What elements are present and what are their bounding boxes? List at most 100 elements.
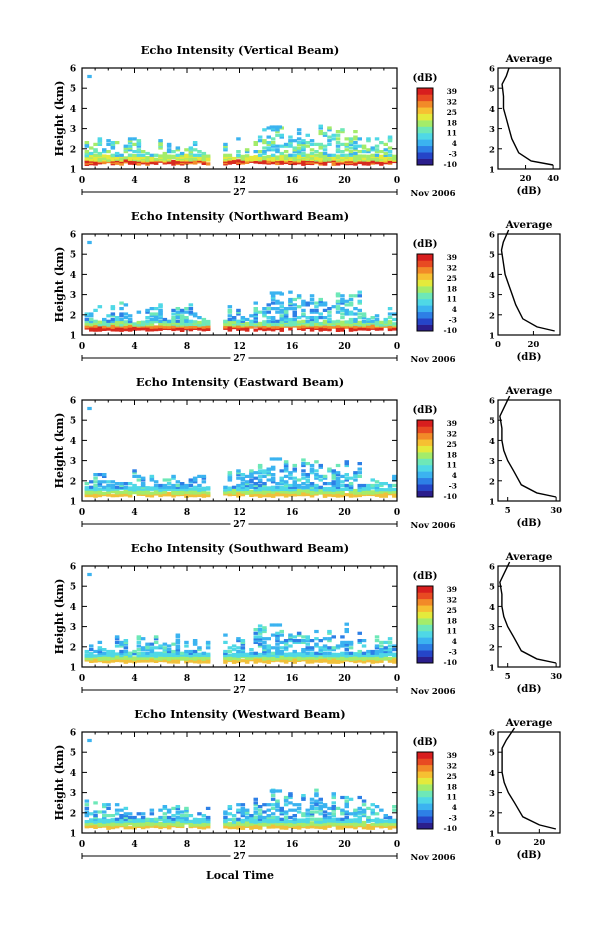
echo-cell	[318, 812, 323, 816]
echo-cell	[383, 151, 388, 156]
echo-cell	[335, 324, 341, 328]
y-axis-label: Height (km)	[53, 247, 66, 323]
echo-cell	[114, 153, 120, 157]
colorbar-step	[417, 764, 433, 772]
echo-cell	[370, 153, 375, 157]
echo-cell	[179, 482, 185, 486]
echo-cell	[149, 812, 155, 816]
echo-cell	[270, 319, 276, 323]
echo-cell	[84, 799, 90, 803]
colorbar-step	[417, 637, 433, 645]
echo-cell	[322, 825, 328, 829]
echo-cell	[175, 651, 181, 655]
echo-cell	[383, 652, 388, 656]
colorbar-step	[417, 784, 433, 791]
date-label: 27	[233, 686, 246, 696]
echo-cell	[288, 135, 293, 139]
echo-cell	[348, 797, 354, 801]
echo-cell	[335, 806, 341, 810]
echo-cell	[340, 812, 345, 816]
echo-cell	[262, 646, 267, 650]
echo-cell	[227, 818, 233, 822]
echo-cell	[387, 818, 393, 822]
echo-cell	[93, 153, 98, 157]
echo-cell	[288, 144, 293, 148]
echo-cell	[257, 474, 263, 478]
echo-cell	[266, 135, 271, 139]
echo-cell	[84, 814, 90, 818]
echo-cell	[136, 648, 142, 652]
echo-cell	[184, 644, 189, 648]
echo-cell	[288, 635, 293, 639]
echo-cell	[340, 130, 345, 134]
x-tick-label: 4	[131, 342, 137, 352]
echo-cell	[231, 159, 237, 163]
colorbar-tick-label: 32	[447, 761, 457, 770]
echo-cell	[266, 467, 271, 471]
echo-cell	[223, 485, 228, 489]
echo-cell	[136, 153, 142, 157]
echo-cell	[309, 482, 315, 486]
echo-cell	[179, 151, 185, 156]
echo-cell	[392, 476, 397, 480]
echo-cell	[357, 652, 362, 656]
x-tick-label: 0	[394, 176, 400, 186]
echo-cell	[253, 301, 258, 305]
echo-cell	[270, 812, 276, 816]
echo-cell	[192, 480, 198, 484]
echo-cell	[314, 629, 319, 634]
echo-cell	[296, 631, 302, 635]
echo-cell	[266, 492, 271, 496]
echo-cell	[158, 646, 163, 650]
echo-cell	[240, 659, 246, 663]
echo-cell	[162, 483, 168, 488]
echo-cell	[275, 150, 280, 154]
echo-cell	[188, 146, 194, 150]
echo-cell	[270, 465, 276, 469]
echo-cell	[340, 819, 345, 824]
echo-cell	[145, 156, 150, 160]
echo-cell	[266, 648, 271, 652]
echo-cell	[301, 485, 306, 489]
echo-cell	[344, 486, 349, 490]
echo-cell	[277, 789, 283, 793]
echo-cell	[327, 139, 332, 143]
average-frame	[497, 233, 561, 336]
echo-cell	[283, 818, 289, 822]
echo-cell	[97, 142, 103, 146]
echo-cell	[322, 818, 328, 822]
echo-cell	[84, 317, 90, 322]
echo-cell	[262, 660, 267, 664]
echo-cell	[283, 799, 289, 803]
echo-cell	[335, 319, 341, 323]
echo-cell	[171, 483, 176, 488]
echo-cell	[269, 291, 275, 295]
colorbar-step	[417, 126, 433, 134]
colorbar-step	[417, 132, 433, 140]
echo-cell	[301, 303, 306, 307]
echo-cell	[314, 310, 319, 314]
echo-cell	[392, 154, 397, 158]
echo-cell	[370, 651, 375, 655]
echo-cell	[383, 815, 388, 820]
echo-cell	[127, 144, 133, 148]
echo-cell	[236, 310, 241, 314]
echo-cell	[314, 153, 319, 157]
echo-cell	[348, 312, 354, 316]
echo-cell	[192, 823, 198, 827]
colorbar-frame	[416, 585, 434, 664]
echo-cell	[270, 473, 276, 477]
echo-cell	[123, 485, 129, 489]
echo-cell	[361, 483, 367, 488]
echo-cell	[93, 476, 98, 480]
echo-cell	[89, 818, 94, 822]
colorbar-step	[417, 158, 433, 166]
echo-cells	[84, 240, 397, 332]
echo-cell	[301, 476, 306, 480]
echo-cell	[292, 463, 297, 468]
echo-cell	[175, 485, 181, 489]
x-tick-label: 0	[79, 342, 85, 352]
echo-cell	[357, 639, 362, 643]
echo-cell	[140, 812, 146, 816]
x-tick-label: 12	[233, 674, 246, 684]
